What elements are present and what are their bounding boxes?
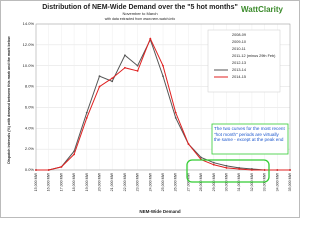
x-axis-title: NEM-Wide Demand <box>139 209 180 214</box>
x-tick-label: 18,000 MW <box>72 172 76 191</box>
legend-label: 2011-12 (minus 29th Feb) <box>232 54 276 58</box>
legend-label: 2014-15 <box>232 75 246 79</box>
x-tick-label: 27,000 MW <box>186 172 190 191</box>
point <box>136 70 139 72</box>
point <box>136 64 139 67</box>
x-tick-label: 21,000 MW <box>110 172 114 191</box>
point <box>263 169 266 171</box>
legend-label: 2010-11 <box>232 47 246 51</box>
point <box>162 64 164 67</box>
point <box>47 169 50 171</box>
x-tick-label: 23,000 MW <box>136 172 140 191</box>
plot-border <box>35 23 291 171</box>
legend-label: 2009-10 <box>232 40 246 44</box>
legend-label: 2012-13 <box>232 61 246 65</box>
x-tick-label: 22,000 MW <box>123 172 127 191</box>
x-tick-label: 16,000 MW <box>47 172 51 191</box>
point <box>174 111 177 114</box>
point <box>251 169 253 171</box>
annotation-box <box>211 123 289 155</box>
annotation-wrap: The two curves for the most recent "hot … <box>214 126 285 142</box>
point <box>225 167 228 169</box>
y-tick-label: 6.0% <box>25 104 35 109</box>
x-tick-label: 20,000 MW <box>97 172 101 191</box>
legend-label: 2013-14 <box>232 68 246 72</box>
point <box>85 111 88 114</box>
legend-label: 2008-09 <box>232 33 246 37</box>
point <box>162 75 164 78</box>
point <box>60 165 63 168</box>
y-tick-label: 12.0% <box>23 42 35 47</box>
point <box>276 169 279 171</box>
point <box>187 143 190 145</box>
point <box>238 168 241 170</box>
point <box>174 116 177 119</box>
point <box>225 164 228 167</box>
point <box>111 80 114 83</box>
point <box>35 169 37 171</box>
point <box>149 37 152 40</box>
point <box>289 169 291 171</box>
logo: WattClarity <box>241 5 283 14</box>
x-tick-label: 26,000 MW <box>174 172 178 191</box>
y-tick-label: 2.0% <box>25 146 35 151</box>
x-tick-label: 34,000 MW <box>275 172 279 191</box>
x-tick-label: 35,000 MW <box>288 172 292 191</box>
x-tick-label: 19,000 MW <box>85 172 89 191</box>
y-axis-title: Dispatch intervals (%) with demand betwe… <box>7 36 11 164</box>
y-tick-label: 10.0% <box>23 63 35 68</box>
y-tick-label: 0.0% <box>25 167 35 172</box>
y-tick-label: 14.0% <box>23 21 35 26</box>
point <box>73 153 75 156</box>
legend <box>207 29 281 93</box>
x-tick-label: 25,000 MW <box>161 172 165 191</box>
y-tick-label: 4.0% <box>25 125 35 130</box>
point <box>212 163 215 166</box>
point <box>98 85 101 88</box>
point <box>85 116 88 119</box>
highlight-box <box>186 159 270 183</box>
subtitle: November to March <box>122 11 157 16</box>
point <box>200 156 203 159</box>
x-tick-label: 17,000 MW <box>59 172 63 191</box>
source-note: with data extracted from www.nem-watch.i… <box>105 17 175 21</box>
point <box>98 75 101 78</box>
x-tick-label: 15,000 MW <box>34 172 38 191</box>
y-tick-label: 8.0% <box>25 84 35 89</box>
point <box>124 66 126 69</box>
x-tick-label: 24,000 MW <box>148 172 152 191</box>
chart-title: Distribution of NEM-Wide Demand over the… <box>42 4 238 11</box>
annotation: The two curves for the most recent "hot … <box>214 126 285 142</box>
chart: Distribution of NEM-Wide Demand over the… <box>0 0 300 218</box>
point <box>212 161 215 164</box>
point <box>111 77 114 80</box>
point <box>124 54 126 57</box>
